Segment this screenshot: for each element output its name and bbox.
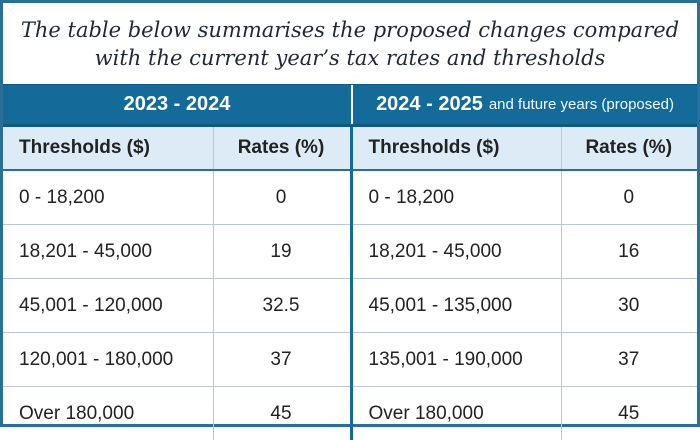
current-threshold-cell: 0 - 18,200 <box>3 170 213 225</box>
proposed-rate-cell: 30 <box>561 279 697 333</box>
caption-line-1: The table below summarises the proposed … <box>21 16 679 44</box>
table-row: 18,201 - 45,000 19 18,201 - 45,000 16 <box>3 225 697 279</box>
period-proposed-label: 2024 - 2025 <box>376 93 483 116</box>
proposed-rate-cell: 37 <box>561 333 697 387</box>
table-caption: The table below summarises the proposed … <box>3 3 697 84</box>
period-current-label: 2023 - 2024 <box>124 93 231 116</box>
table-row: 45,001 - 120,000 32.5 45,001 - 135,000 3… <box>3 279 697 333</box>
current-rate-cell: 45 <box>213 387 351 440</box>
current-threshold-cell: Over 180,000 <box>3 387 213 440</box>
header-proposed-thresholds: Thresholds ($) <box>351 127 561 170</box>
current-rate-cell: 32.5 <box>213 279 351 333</box>
header-proposed-rates: Rates (%) <box>561 127 697 170</box>
current-threshold-cell: 45,001 - 120,000 <box>3 279 213 333</box>
tax-table-panel: The table below summarises the proposed … <box>0 0 700 427</box>
current-rate-cell: 37 <box>213 333 351 387</box>
table-row: 120,001 - 180,000 37 135,001 - 190,000 3… <box>3 333 697 387</box>
current-threshold-cell: 120,001 - 180,000 <box>3 333 213 387</box>
period-current: 2023 - 2024 <box>3 85 351 124</box>
period-proposed: 2024 - 2025 and future years (proposed) <box>353 85 697 124</box>
current-rate-cell: 19 <box>213 225 351 279</box>
tax-rates-table: Thresholds ($) Rates (%) Thresholds ($) … <box>3 127 697 440</box>
column-header-row: Thresholds ($) Rates (%) Thresholds ($) … <box>3 127 697 170</box>
current-threshold-cell: 18,201 - 45,000 <box>3 225 213 279</box>
proposed-threshold-cell: Over 180,000 <box>351 387 561 440</box>
header-current-thresholds: Thresholds ($) <box>3 127 213 170</box>
period-header-band: 2023 - 2024 2024 - 2025 and future years… <box>3 84 697 127</box>
proposed-rate-cell: 0 <box>561 170 697 225</box>
proposed-threshold-cell: 45,001 - 135,000 <box>351 279 561 333</box>
proposed-threshold-cell: 135,001 - 190,000 <box>351 333 561 387</box>
header-current-rates: Rates (%) <box>213 127 351 170</box>
table-row: Over 180,000 45 Over 180,000 45 <box>3 387 697 440</box>
current-rate-cell: 0 <box>213 170 351 225</box>
proposed-threshold-cell: 18,201 - 45,000 <box>351 225 561 279</box>
table-row: 0 - 18,200 0 0 - 18,200 0 <box>3 170 697 225</box>
proposed-rate-cell: 45 <box>561 387 697 440</box>
caption-line-2: with the current year’s tax rates and th… <box>95 44 606 72</box>
period-proposed-note: and future years (proposed) <box>489 96 674 113</box>
proposed-threshold-cell: 0 - 18,200 <box>351 170 561 225</box>
proposed-rate-cell: 16 <box>561 225 697 279</box>
